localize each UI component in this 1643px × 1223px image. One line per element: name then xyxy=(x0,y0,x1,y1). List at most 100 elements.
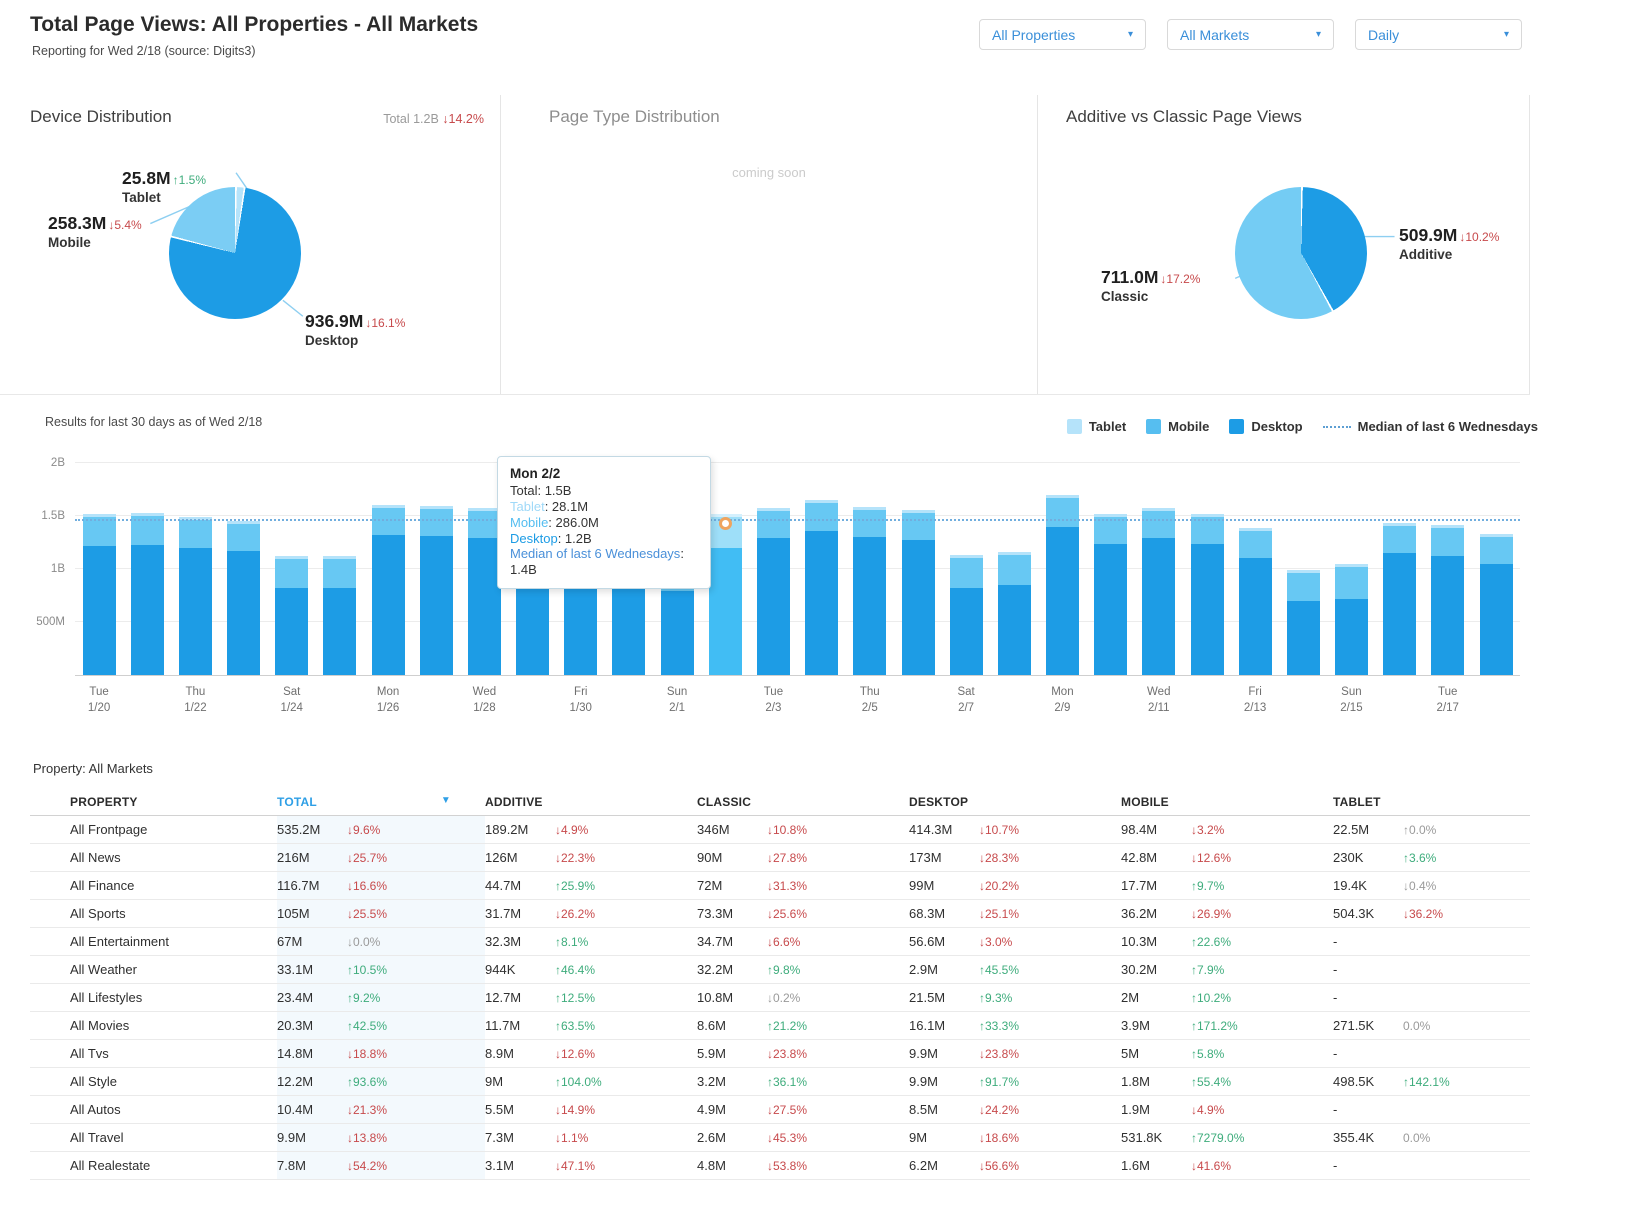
bar-Tue-2-17[interactable] xyxy=(1431,525,1465,675)
bar-Wed-2-18[interactable] xyxy=(1479,534,1513,675)
desktop-segment xyxy=(1479,564,1513,675)
bar-Thu-1-22[interactable] xyxy=(178,517,212,675)
column-header-mobile[interactable]: MOBILE xyxy=(1121,794,1169,809)
desktop-segment xyxy=(708,548,742,675)
bar-Sat-2-14[interactable] xyxy=(1286,570,1320,675)
table-row-all-frontpage: All Frontpage 535.2M ↓9.6% 189.2M ↓4.9% 346M ↓… xyxy=(30,816,1530,844)
mobile-segment xyxy=(82,517,116,546)
bar-Mon-1-26[interactable] xyxy=(371,505,405,675)
daily-pageviews-chart-section: Results for last 30 days as of Wed 2/18 … xyxy=(0,395,1643,745)
metric-cell: 2.9M ↑45.5% xyxy=(909,962,1020,977)
hover-marker-icon xyxy=(719,517,732,530)
coming-soon-text: coming soon xyxy=(732,165,806,180)
table-row-all-sports: All Sports 105M ↓25.5% 31.7M ↓26.2% 73.3M ↓25.… xyxy=(30,900,1530,928)
tablet-segment xyxy=(708,514,742,517)
bar-Tue-2-10[interactable] xyxy=(1094,514,1128,675)
bar-Fri-2-13[interactable] xyxy=(1238,528,1272,675)
metric-cell: 9.9M ↓23.8% xyxy=(909,1046,1020,1061)
device-total-value: Total 1.2B xyxy=(383,112,439,126)
desktop-segment xyxy=(901,540,935,675)
bar-slot xyxy=(990,451,1038,675)
metric-cell: 4.9M ↓27.5% xyxy=(697,1102,808,1117)
mobile-segment xyxy=(419,509,453,536)
bar-Wed-1-28[interactable] xyxy=(467,508,501,675)
bar-slot xyxy=(220,451,268,675)
bar-Mon-2-16[interactable] xyxy=(1383,523,1417,675)
properties-filter-dropdown[interactable]: All Properties ▾ xyxy=(979,19,1146,50)
bar-slot xyxy=(1472,451,1520,675)
metric-cell: 12.7M ↑12.5% xyxy=(485,990,596,1005)
tablet-swatch-icon xyxy=(1066,419,1082,434)
device-distribution-pie[interactable] xyxy=(169,187,301,319)
bar-Sun-1-25[interactable] xyxy=(323,556,357,675)
bar-Sun-2-15[interactable] xyxy=(1335,564,1369,675)
x-axis-label: Mon 1/26 xyxy=(376,686,400,715)
x-axis-label: Tue 1/20 xyxy=(87,686,111,715)
additive-classic-pie[interactable] xyxy=(1235,187,1367,319)
bar-Wed-2-11[interactable] xyxy=(1142,508,1176,675)
bar-Tue-1-27[interactable] xyxy=(419,506,453,675)
x-axis-label: Fri 1/30 xyxy=(569,686,592,715)
bar-Mon-2-2[interactable] xyxy=(708,514,742,675)
bar-Wed-2-4[interactable] xyxy=(805,500,839,675)
metric-cell: 56.6M ↓3.0% xyxy=(909,934,1013,949)
column-header-desktop[interactable]: DESKTOP xyxy=(909,794,969,809)
table-row-all-realestate: All Realestate 7.8M ↓54.2% 3.1M ↓47.1% 4.8M ↓5… xyxy=(30,1152,1530,1180)
mobile-segment xyxy=(1335,567,1369,599)
property-cell: All News xyxy=(70,850,121,865)
property-cell: All Weather xyxy=(70,962,137,977)
legend-item-tablet[interactable]: Tablet xyxy=(1066,419,1126,434)
mobile-segment xyxy=(178,520,212,548)
legend-item-desktop[interactable]: Desktop xyxy=(1229,419,1303,434)
bar-Fri-1-23[interactable] xyxy=(227,521,261,675)
column-header-property[interactable]: PROPERTY xyxy=(70,794,138,809)
metric-cell: 116.7M ↓16.6% xyxy=(277,872,485,899)
bar-Fri-2-6[interactable] xyxy=(901,510,935,675)
tablet-segment xyxy=(1431,525,1465,528)
pie-label-classic: 711.0M ↓17.2% Classic xyxy=(1101,267,1201,304)
bar-slot xyxy=(316,451,364,675)
bar-Mon-2-9[interactable] xyxy=(1046,495,1080,675)
bar-Tue-1-20[interactable] xyxy=(82,514,116,675)
chevron-down-icon: ▾ xyxy=(1127,29,1133,40)
metric-cell: 944K ↑46.4% xyxy=(485,962,596,977)
metric-cell: 3.2M ↑36.1% xyxy=(697,1074,808,1089)
chevron-down-icon: ▾ xyxy=(1503,29,1509,40)
column-header-total[interactable]: TOTAL ▼ xyxy=(277,794,451,809)
x-axis-label: Sun 2/15 xyxy=(1340,686,1363,715)
tablet-segment xyxy=(853,507,887,510)
legend-item-median[interactable]: Median of last 6 Wednesdays xyxy=(1322,419,1538,434)
legend-item-mobile[interactable]: Mobile xyxy=(1146,419,1209,434)
gridline xyxy=(75,515,1520,516)
gridline xyxy=(75,568,1520,569)
bar-Thu-2-5[interactable] xyxy=(853,507,887,675)
y-axis-tick: 1B xyxy=(50,563,65,575)
tooltip-title: Mon 2/2 xyxy=(510,466,561,481)
column-header-tablet[interactable]: TABLET xyxy=(1333,794,1381,809)
column-header-classic[interactable]: CLASSIC xyxy=(697,794,752,809)
table-row-all-lifestyles: All Lifestyles 23.4M ↑9.2% 12.7M ↑12.5% 10.8M… xyxy=(30,984,1530,1012)
tablet-segment xyxy=(997,552,1031,555)
tablet-segment xyxy=(1479,534,1513,537)
mobile-segment xyxy=(227,524,261,551)
bar-Wed-1-21[interactable] xyxy=(130,513,164,675)
bar-Sat-1-24[interactable] xyxy=(275,556,309,675)
mobile-segment xyxy=(1431,528,1465,556)
metric-cell: 4.8M ↓53.8% xyxy=(697,1158,808,1173)
bar-Tue-2-3[interactable] xyxy=(756,508,790,675)
period-filter-dropdown[interactable]: Daily ▾ xyxy=(1355,19,1522,50)
tablet-segment xyxy=(901,510,935,513)
desktop-segment xyxy=(227,551,261,675)
bar-Thu-2-12[interactable] xyxy=(1190,514,1224,675)
markets-filter-dropdown[interactable]: All Markets ▾ xyxy=(1167,19,1334,50)
bar-Sat-2-7[interactable] xyxy=(949,555,983,675)
desktop-segment xyxy=(419,536,453,675)
bar-slot xyxy=(1327,451,1375,675)
bar-slot xyxy=(701,451,749,675)
tooltip-rows: Total: 1.5B Tablet: 28.1M Mobile: 286.0M De… xyxy=(510,483,698,578)
metric-cell: 498.5K ↑142.1% xyxy=(1333,1074,1450,1089)
bar-Sun-2-8[interactable] xyxy=(997,552,1031,675)
property-cell: All Sports xyxy=(70,906,126,921)
column-header-additive[interactable]: ADDITIVE xyxy=(485,794,543,809)
x-axis-label: Thu 2/5 xyxy=(859,686,880,715)
